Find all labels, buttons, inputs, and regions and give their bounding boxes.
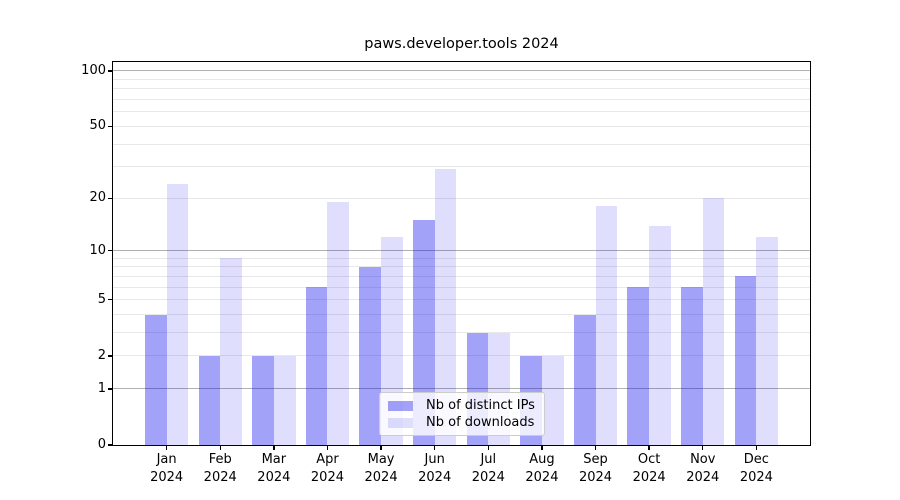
bar-ips-jan [144,314,167,445]
y-tick-label: 5 [97,291,106,307]
x-tick-mark [326,445,329,450]
x-tick-mark [755,445,758,450]
x-tick-label: Jun 2024 [418,452,452,485]
bar-ips-apr [305,287,328,445]
x-tick-mark [273,445,275,450]
legend: Nb of distinct IPs Nb of downloads [379,392,545,436]
gridline-minor [113,143,810,145]
y-tick-label: 10 [89,242,106,258]
bar-downloads-oct [649,225,671,445]
x-tick-mark [594,445,597,450]
x-tick-label: Jul 2024 [471,452,505,485]
bar-ips-dec [734,276,757,445]
legend-swatch-distinct-ips [388,400,413,411]
x-tick-mark [219,445,221,450]
legend-row: Nb of downloads [386,414,538,431]
legend-label: Nb of distinct IPs [426,398,535,413]
bar-downloads-jan [166,184,189,445]
x-tick-mark [648,445,650,450]
bar-ips-nov [681,287,703,445]
y-tick-mark [108,125,113,128]
x-tick-mark [380,445,382,450]
gridline-major [113,250,810,252]
y-tick-mark [108,444,113,446]
x-tick-mark [541,445,543,450]
y-tick-label: 50 [89,118,106,134]
bar-downloads-aug [541,355,564,445]
gridline-minor [113,99,810,101]
gridline-minor [113,275,810,277]
gridline-minor [113,111,810,113]
x-tick-label: Apr 2024 [310,452,344,485]
x-tick-label: Aug 2024 [525,452,559,485]
bar-downloads-feb [220,258,242,445]
gridline-minor [113,355,810,357]
y-tick-mark [108,197,113,199]
gridline-minor [113,257,810,259]
x-tick-label: May 2024 [364,452,398,485]
y-tick-mark [108,70,113,72]
gridline-minor [113,197,810,199]
gridline-minor [113,88,810,90]
gridline-minor [113,286,810,288]
bar-downloads-jun [434,169,457,445]
gridline-minor [113,125,810,127]
y-tick-mark [108,388,113,390]
gridline-minor [113,332,810,334]
gridline-major [113,388,810,390]
x-tick-mark [165,445,168,450]
legend-swatch-downloads [388,417,413,428]
bar-downloads-apr [327,202,350,445]
x-tick-label: Sep 2024 [578,452,613,485]
x-tick-mark [487,445,489,450]
chart-title: paws.developer.tools 2024 [364,36,559,52]
gridline-minor [113,299,810,301]
x-tick-label: Mar 2024 [257,452,291,485]
bar-ips-oct [627,287,650,445]
bar-downloads-nov [702,198,725,445]
bar-ips-jun [412,220,435,445]
x-tick-mark [702,445,704,450]
y-tick-label: 0 [97,437,106,452]
y-tick-mark [108,249,113,252]
gridline-major [113,70,810,72]
y-tick-label: 20 [89,190,106,206]
y-tick-label: 2 [97,347,106,363]
legend-label: Nb of downloads [426,415,535,430]
plot-area [113,62,810,445]
gridline-minor [113,314,810,316]
x-tick-mark [433,445,436,450]
bar-ips-may [359,266,382,445]
x-tick-label: Dec 2024 [739,452,773,485]
y-tick-label: 1 [97,380,106,396]
legend-row: Nb of distinct IPs [386,397,538,414]
x-tick-label: Jan 2024 [150,452,184,485]
gridline-minor [113,78,810,80]
bar-downloads-mar [273,355,296,445]
y-tick-label: 100 [81,62,106,78]
gridline-minor [113,266,810,268]
gridline-minor [113,166,810,168]
y-tick-mark [108,355,113,357]
bar-downloads-sep [595,206,618,445]
bar-downloads-dec [756,237,779,445]
bar-ips-mar [252,355,274,445]
x-tick-label: Oct 2024 [632,452,666,485]
x-tick-label: Feb 2024 [203,452,237,485]
bar-ips-feb [198,355,221,445]
bar-ips-sep [573,314,596,445]
x-tick-label: Nov 2024 [686,452,720,485]
y-tick-mark [108,299,113,301]
